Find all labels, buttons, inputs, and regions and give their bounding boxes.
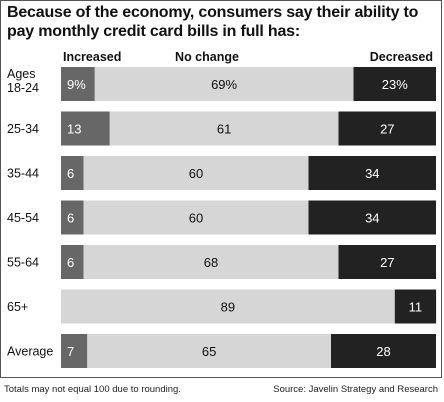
bar-no-change-45-54 [83, 200, 309, 235]
source-note: Source: Javelin Strategy and Research [273, 384, 438, 395]
row-label-ages-18-24-line-1: Ages [7, 67, 36, 81]
bar-no-change-55-64 [83, 245, 339, 279]
row-label-average: Average [7, 345, 53, 359]
bar-decreased-35-44 [308, 156, 436, 190]
data-label-decreased-45-54: 34 [365, 211, 379, 226]
data-label-no-change-average: 65 [202, 344, 216, 359]
data-label-increased-ages-18-24: 9% [67, 77, 86, 92]
chart-title: Because of the economy, consumers say th… [7, 4, 419, 40]
bar-increased-ages-18-24 [61, 67, 95, 101]
bar-decreased-55-64 [338, 245, 436, 279]
row-label-55-64: 55-64 [7, 256, 39, 270]
data-label-increased-25-34: 13 [67, 122, 81, 137]
data-label-no-change-55-64: 68 [204, 255, 218, 270]
header-increased: Increased [63, 50, 122, 64]
bar-no-change-average [87, 334, 332, 368]
header-decreased: Decreased [369, 50, 433, 64]
row-label-35-44: 35-44 [7, 167, 39, 181]
footnote: Totals may not equal 100 due to rounding… [4, 384, 181, 395]
data-label-increased-average: 7 [67, 344, 74, 359]
bar-no-change-25-34 [109, 111, 339, 146]
bar-increased-35-44 [61, 156, 84, 190]
bar-increased-average [61, 334, 88, 368]
bar-decreased-25-34 [338, 111, 436, 146]
bar-increased-55-64 [61, 245, 84, 279]
row-label-45-54: 45-54 [7, 211, 39, 225]
bar-decreased-average [331, 334, 436, 368]
bar-decreased-ages-18-24 [353, 67, 436, 101]
data-label-decreased-35-44: 34 [365, 166, 379, 181]
data-label-decreased-average: 28 [376, 344, 390, 359]
data-label-decreased-25-34: 27 [380, 122, 394, 137]
row-label-25-34: 25-34 [7, 122, 39, 136]
bar-no-change-ages-18-24 [94, 67, 354, 101]
bar-no-change-35-44 [83, 156, 309, 190]
header-no-change-label: No change [175, 50, 239, 64]
data-label-no-change-35-44: 60 [189, 166, 203, 181]
data-label-increased-45-54: 6 [67, 211, 74, 226]
data-label-decreased-ages-18-24: 23% [382, 77, 408, 92]
data-label-no-change-45-54: 60 [189, 211, 203, 226]
row-label-ages-18-24-line-2: 18-24 [7, 81, 39, 95]
data-label-no-change-25-34: 61 [217, 122, 231, 137]
bar-decreased-45-54 [308, 200, 436, 235]
data-label-increased-55-64: 6 [67, 255, 74, 270]
bar-increased-25-34 [61, 111, 110, 146]
bar-no-change-65 [61, 289, 395, 324]
bar-increased-45-54 [61, 200, 84, 235]
data-label-decreased-55-64: 27 [380, 255, 394, 270]
data-label-no-change-ages-18-24: 69% [211, 77, 237, 92]
data-label-decreased-65: 11 [409, 300, 423, 315]
chart-frame: Because of the economy, consumers say th… [0, 0, 442, 378]
data-label-no-change-65: 89 [221, 300, 235, 315]
data-label-increased-35-44: 6 [67, 166, 74, 181]
bar-decreased-65 [394, 289, 437, 324]
row-label-65: 65+ [7, 300, 28, 314]
